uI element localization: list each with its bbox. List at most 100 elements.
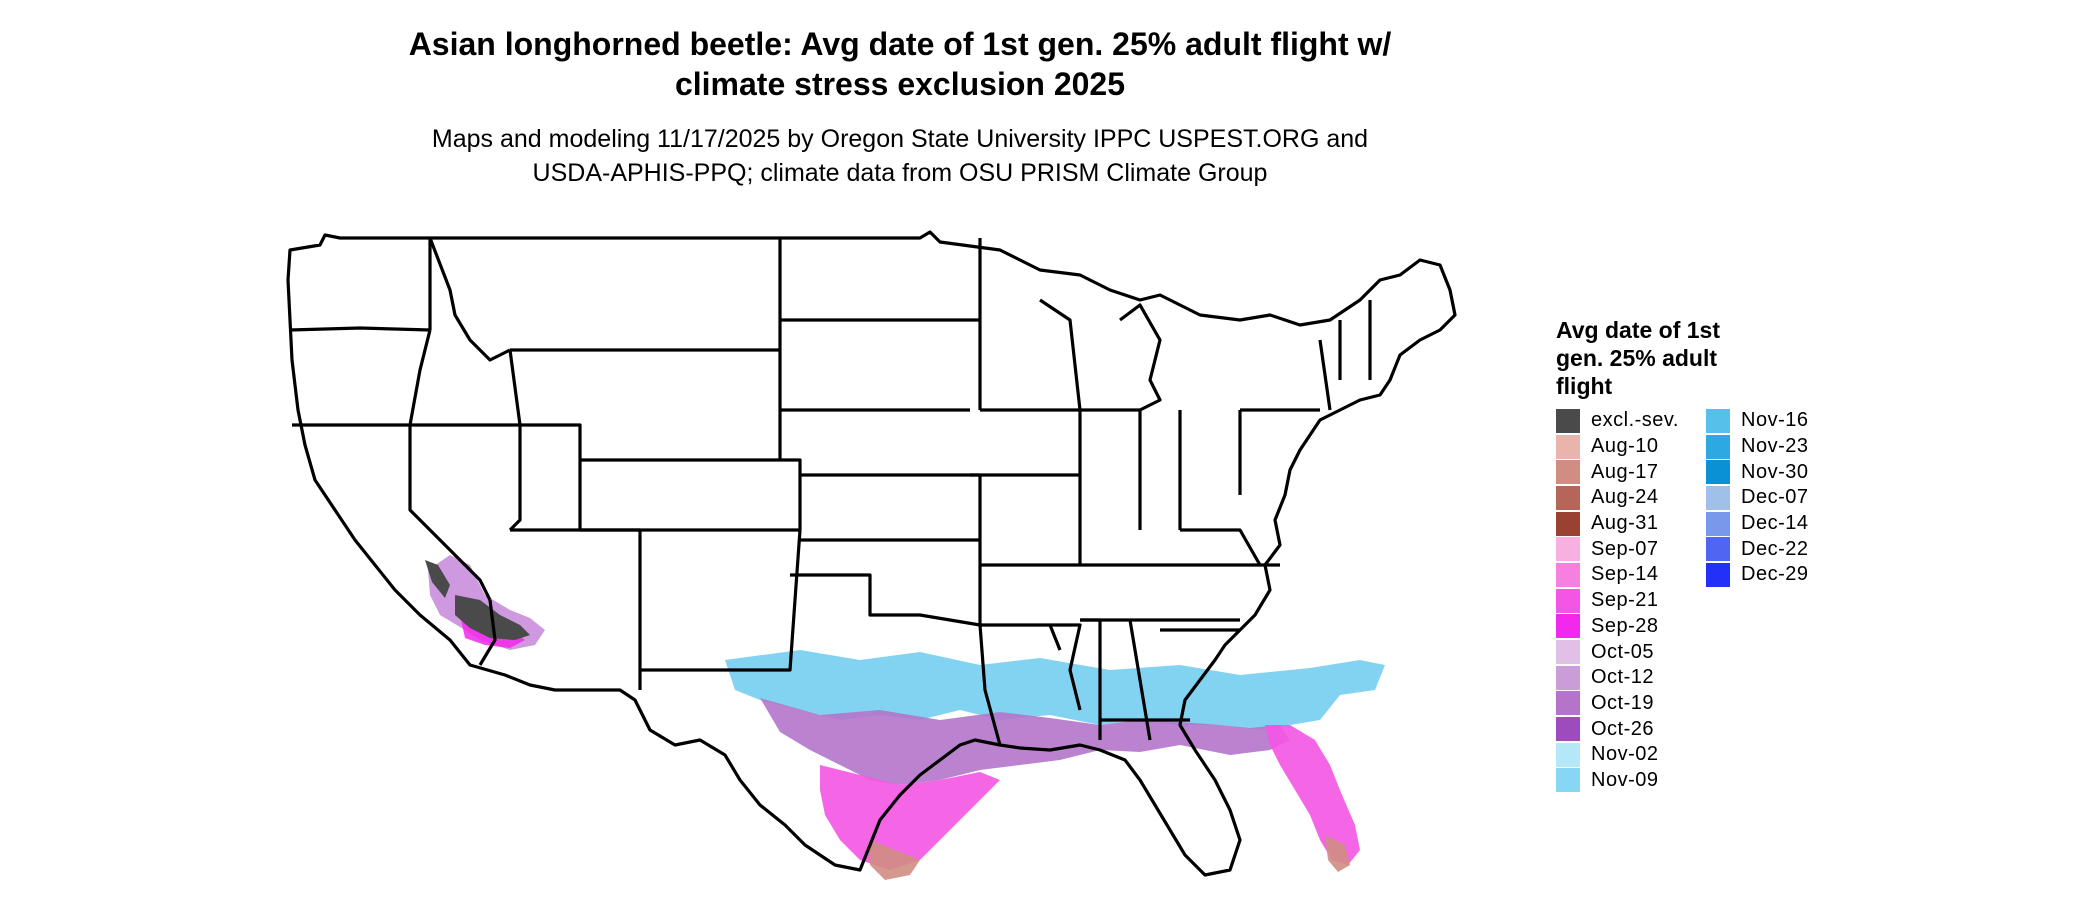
legend-swatch [1556, 511, 1580, 536]
state-line-mn-wi [1039, 298, 1082, 411]
legend-item: excl.-sev. [1556, 408, 1706, 434]
legend-label: Sep-21 [1591, 589, 1659, 612]
legend-item: Nov-02 [1556, 742, 1706, 768]
state-line-ny-ne [1318, 339, 1332, 411]
legend-label: Dec-07 [1741, 486, 1809, 509]
legend-label: Dec-29 [1741, 563, 1809, 586]
legend-label: Nov-09 [1591, 768, 1659, 791]
legend-swatch [1706, 537, 1730, 562]
legend-title: Avg date of 1st gen. 25% adult flight [1556, 316, 1786, 400]
legend-swatch [1556, 717, 1580, 742]
legend-label: Oct-12 [1591, 666, 1655, 689]
state-line-wa-or [289, 326, 431, 332]
legend-item: Aug-31 [1556, 511, 1706, 537]
legend-item: Sep-21 [1556, 588, 1706, 614]
state-boundaries [286, 230, 1457, 877]
state-line-ar-la [980, 623, 1062, 651]
zone-aug-florida-tip [1325, 835, 1350, 872]
legend-item: Aug-17 [1556, 459, 1706, 485]
legend-item: Nov-16 [1706, 408, 1856, 434]
legend-item: Aug-24 [1556, 485, 1706, 511]
legend-swatch [1556, 408, 1580, 433]
zone-aug-south-texas-tip [870, 840, 920, 880]
legend-label: Nov-23 [1741, 435, 1809, 458]
legend-columns: excl.-sev. Aug-10 Aug-17 Aug-24 Aug-31 Sep-07… [1556, 408, 1856, 793]
legend-column-2: Nov-16 Nov-23 Nov-30 Dec-07 Dec-14 Dec-22 Dec-… [1706, 408, 1856, 793]
zone-nov-blue-band [725, 650, 1385, 730]
legend-item: Dec-07 [1706, 485, 1856, 511]
legend-swatch [1706, 511, 1730, 536]
zone-sw-excluded-strip [425, 560, 450, 598]
legend-swatch [1556, 614, 1580, 639]
legend-item: Sep-28 [1556, 614, 1706, 640]
legend-item: Dec-29 [1706, 562, 1856, 588]
southern-date-zones [425, 555, 1385, 880]
map-subtitle-line1: Maps and modeling 11/17/2025 by Oregon S… [431, 125, 1369, 153]
zone-sep-magenta-south-texas [820, 765, 1000, 870]
state-line-id-wy [508, 349, 522, 426]
legend-label: Sep-07 [1591, 537, 1659, 560]
legend-label: Sep-14 [1591, 563, 1659, 586]
map-title-line1: Asian longhorned beetle: Avg date of 1st… [408, 26, 1392, 62]
legend-title-line3: flight [1556, 373, 1613, 399]
legend-label: Sep-28 [1591, 614, 1659, 637]
legend-item: Oct-19 [1556, 691, 1706, 717]
legend-label: Oct-26 [1591, 717, 1655, 740]
legend-swatch [1556, 691, 1580, 716]
legend-swatch [1706, 408, 1730, 433]
legend-label: Dec-14 [1741, 512, 1809, 535]
legend-swatch [1556, 588, 1580, 613]
state-line-nv-ut [508, 425, 522, 532]
legend-item: Nov-30 [1706, 459, 1856, 485]
state-line-nm-tx [640, 529, 802, 672]
legend-swatch [1706, 434, 1730, 459]
legend-swatch [1556, 665, 1580, 690]
zone-sep-magenta-florida [1265, 725, 1360, 865]
map-subtitle-line2: USDA-APHIS-PPQ; climate data from OSU PR… [532, 159, 1268, 187]
legend-label: Aug-24 [1591, 486, 1659, 509]
legend-item: Oct-05 [1556, 639, 1706, 665]
legend-item: Nov-23 [1706, 434, 1856, 460]
legend-item: Aug-10 [1556, 434, 1706, 460]
map-title-line2: climate stress exclusion 2025 [674, 66, 1126, 102]
legend-item: Nov-09 [1556, 768, 1706, 794]
state-line-wy-ut [520, 423, 582, 460]
state-line-or-id [408, 329, 432, 426]
legend-column-1: excl.-sev. Aug-10 Aug-17 Aug-24 Aug-31 Sep-07… [1556, 408, 1706, 793]
legend-label: Dec-22 [1741, 537, 1809, 560]
legend-label: Aug-10 [1591, 435, 1659, 458]
legend: Avg date of 1st gen. 25% adult flight ex… [1556, 316, 1856, 793]
state-line-az-ca [478, 599, 497, 666]
state-line-id-mt [428, 237, 511, 362]
legend-swatch [1706, 562, 1730, 587]
legend-swatch [1556, 460, 1580, 485]
legend-swatch [1556, 742, 1580, 767]
legend-item: Dec-14 [1706, 511, 1856, 537]
legend-swatch [1706, 485, 1730, 510]
us-states-map [286, 230, 1457, 880]
legend-label: Oct-05 [1591, 640, 1655, 663]
legend-label: Nov-02 [1591, 743, 1659, 766]
map-title: Asian longhorned beetle: Avg date of 1st… [0, 24, 1800, 104]
state-line-ne-co [780, 458, 802, 530]
state-line-la-ms [1050, 623, 1082, 711]
legend-item: Oct-26 [1556, 716, 1706, 742]
legend-label: Aug-31 [1591, 512, 1659, 535]
state-line-ky-wv [1180, 528, 1262, 566]
legend-label: Aug-17 [1591, 460, 1659, 483]
state-line-ca-nv [408, 425, 492, 601]
us-outline [286, 230, 1457, 877]
legend-item: Dec-22 [1706, 536, 1856, 562]
legend-title-line2: gen. 25% adult [1556, 345, 1718, 371]
state-line-ok-tx [790, 573, 981, 627]
legend-swatch [1556, 768, 1580, 793]
legend-swatch [1556, 537, 1580, 562]
legend-item: Sep-07 [1556, 536, 1706, 562]
legend-swatch [1556, 640, 1580, 665]
legend-swatch [1556, 562, 1580, 587]
state-line-mi [1119, 303, 1162, 412]
map-subtitle: Maps and modeling 11/17/2025 by Oregon S… [0, 122, 1800, 190]
legend-item: Oct-12 [1556, 665, 1706, 691]
legend-label: excl.-sev. [1591, 409, 1679, 432]
legend-swatch [1556, 434, 1580, 459]
